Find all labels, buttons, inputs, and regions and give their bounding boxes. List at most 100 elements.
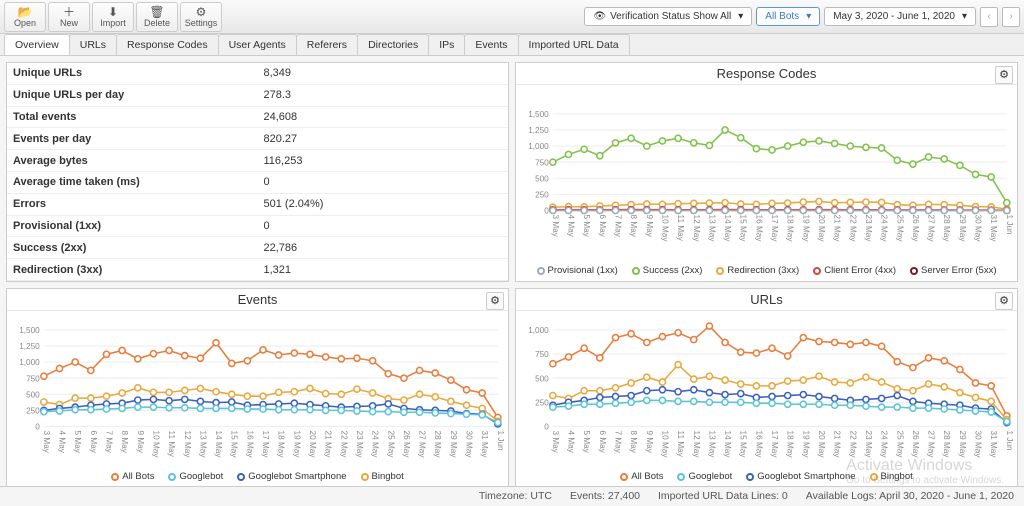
tab-urls[interactable]: URLs — [69, 34, 117, 55]
import-button[interactable]: ⬇Import — [92, 2, 134, 32]
tab-events[interactable]: Events — [464, 34, 518, 55]
legend-label: Server Error (5xx) — [921, 265, 996, 276]
prev-button[interactable]: ‹ — [980, 7, 998, 27]
svg-text:28 May: 28 May — [433, 431, 442, 459]
legend-label: Redirection (3xx) — [727, 265, 799, 276]
legend-item[interactable]: Server Error (5xx) — [910, 265, 996, 276]
bots-filter[interactable]: All Bots — [756, 7, 820, 26]
urls-panel: URLs⚙ 02505007501,0003 May4 May5 May6 Ma… — [515, 288, 1018, 488]
svg-text:4 May: 4 May — [58, 431, 67, 454]
legend-item[interactable]: Googlebot — [168, 471, 223, 482]
stats-row: Unique URLs per day278.3 — [7, 84, 508, 106]
svg-text:22 May: 22 May — [339, 431, 348, 459]
delete-button[interactable]: 🗑Delete — [136, 2, 178, 32]
svg-text:15 May: 15 May — [230, 431, 239, 459]
legend-dot — [910, 267, 918, 275]
verification-filter[interactable]: Verification Status Show All — [584, 7, 752, 26]
legend-item[interactable]: Bingbot — [361, 471, 404, 482]
tab-directories[interactable]: Directories — [357, 34, 429, 55]
svg-text:12 May: 12 May — [692, 431, 701, 459]
panel-settings-button[interactable]: ⚙ — [486, 292, 504, 310]
stats-value: 0 — [258, 171, 509, 193]
legend-label: Bingbot — [372, 471, 404, 482]
svg-text:23 May: 23 May — [864, 215, 873, 243]
svg-text:29 May: 29 May — [958, 215, 967, 243]
legend-label: Googlebot — [688, 471, 732, 482]
svg-text:17 May: 17 May — [770, 431, 779, 459]
svg-text:12 May: 12 May — [692, 215, 701, 243]
svg-text:1,250: 1,250 — [528, 126, 549, 135]
svg-text:13 May: 13 May — [707, 431, 716, 459]
settings-button[interactable]: ⚙Settings — [180, 2, 222, 32]
legend-item[interactable]: All Bots — [111, 471, 154, 482]
svg-text:22 May: 22 May — [848, 431, 857, 459]
svg-text:28 May: 28 May — [942, 215, 951, 243]
open-button[interactable]: 📂Open — [4, 2, 46, 32]
legend-item[interactable]: Redirection (3xx) — [716, 265, 799, 276]
svg-text:10 May: 10 May — [660, 431, 669, 459]
legend-dot — [677, 473, 685, 481]
svg-text:750: 750 — [535, 158, 549, 167]
tab-ips[interactable]: IPs — [428, 34, 465, 55]
svg-text:31 May: 31 May — [989, 215, 998, 243]
legend-item[interactable]: All Bots — [620, 471, 663, 482]
legend-dot — [632, 267, 640, 275]
legend-label: All Bots — [631, 471, 663, 482]
status-imported: Imported URL Data Lines: 0 — [658, 490, 788, 503]
stats-value: 22,786 — [258, 237, 509, 259]
new-button[interactable]: ＋New — [48, 2, 90, 32]
stats-label: Total events — [7, 106, 258, 128]
stats-label: Success (2xx) — [7, 237, 258, 259]
svg-text:7 May: 7 May — [613, 215, 622, 238]
svg-text:27 May: 27 May — [418, 431, 427, 459]
svg-text:1 Jun: 1 Jun — [1005, 215, 1013, 236]
svg-text:20 May: 20 May — [817, 215, 826, 243]
legend-item[interactable]: Googlebot — [677, 471, 732, 482]
svg-text:250: 250 — [26, 406, 40, 415]
legend-dot — [361, 473, 369, 481]
legend-item[interactable]: Googlebot Smartphone — [237, 471, 346, 482]
panel-settings-button[interactable]: ⚙ — [995, 292, 1013, 310]
svg-text:24 May: 24 May — [371, 431, 380, 459]
svg-text:24 May: 24 May — [880, 431, 889, 459]
stats-label: Unique URLs per day — [7, 84, 258, 106]
response-codes-panel: Response Codes⚙ 02505007501,0001,2501,50… — [515, 62, 1018, 282]
daterange-picker[interactable]: May 3, 2020 - June 1, 2020 — [824, 7, 976, 26]
legend-item[interactable]: Googlebot Smartphone — [746, 471, 855, 482]
svg-text:9 May: 9 May — [136, 431, 145, 454]
svg-text:1,500: 1,500 — [19, 326, 40, 335]
legend-label: Success (2xx) — [643, 265, 703, 276]
stats-value: 116,253 — [258, 150, 509, 172]
tab-response-codes[interactable]: Response Codes — [116, 34, 219, 55]
svg-text:0: 0 — [544, 423, 549, 432]
legend-item[interactable]: Provisional (1xx) — [537, 265, 618, 276]
stats-label: Average time taken (ms) — [7, 171, 258, 193]
tab-referers[interactable]: Referers — [296, 34, 358, 55]
svg-text:20 May: 20 May — [308, 431, 317, 459]
svg-text:8 May: 8 May — [120, 431, 129, 454]
svg-text:27 May: 27 May — [927, 215, 936, 243]
legend-item[interactable]: Client Error (4xx) — [813, 265, 896, 276]
legend-item[interactable]: Bingbot — [870, 471, 913, 482]
events-panel: Events⚙ 02505007501,0001,2501,5003 May4 … — [6, 288, 509, 488]
legend-item[interactable]: Success (2xx) — [632, 265, 703, 276]
next-button[interactable]: › — [1002, 7, 1020, 27]
stats-row: Average time taken (ms)0 — [7, 171, 508, 193]
svg-text:17 May: 17 May — [261, 431, 270, 459]
status-timezone: Timezone: UTC — [479, 490, 552, 503]
legend-dot — [537, 267, 545, 275]
stats-label: Unique URLs — [7, 63, 258, 84]
panel-settings-button[interactable]: ⚙ — [995, 66, 1013, 84]
legend-dot — [746, 473, 754, 481]
panel-title: URLs — [750, 292, 783, 307]
svg-text:16 May: 16 May — [754, 215, 763, 243]
events-chart: 02505007501,0001,2501,5003 May4 May5 May… — [11, 313, 504, 468]
svg-text:3 May: 3 May — [551, 215, 560, 238]
stats-table: Unique URLs8,349Unique URLs per day278.3… — [7, 63, 508, 281]
stats-row: Success (2xx)22,786 — [7, 237, 508, 259]
svg-text:31 May: 31 May — [480, 431, 489, 459]
tab-imported-url-data[interactable]: Imported URL Data — [518, 34, 630, 55]
tab-user-agents[interactable]: User Agents — [218, 34, 297, 55]
tab-overview[interactable]: Overview — [4, 34, 70, 55]
svg-text:30 May: 30 May — [974, 215, 983, 243]
